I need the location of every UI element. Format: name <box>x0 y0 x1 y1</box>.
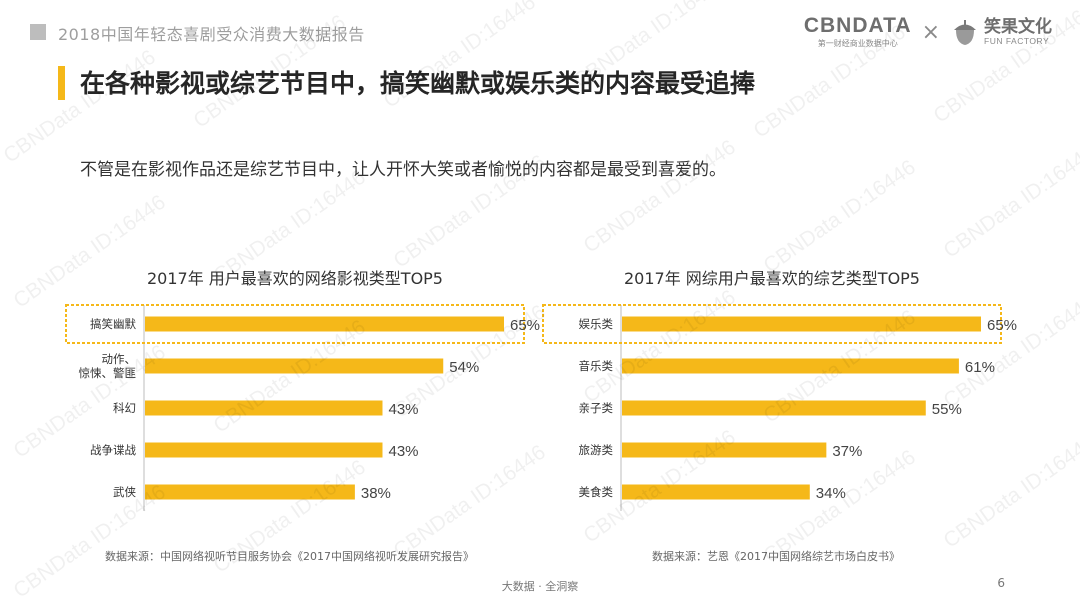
bar <box>622 442 827 458</box>
value-label: 43% <box>388 443 418 460</box>
category-label-line: 亲子类 <box>579 401 614 415</box>
bar <box>145 400 383 416</box>
data-source: 数据来源：中国网络视听节目服务协会《2017中国网络视听发展研究报告》 <box>105 550 474 563</box>
value-label: 65% <box>510 317 540 334</box>
category-label: 亲子类 <box>579 401 614 415</box>
times-sign: × <box>921 19 940 45</box>
bar <box>622 400 926 416</box>
category-label: 搞笑幽默 <box>90 317 136 331</box>
highlight-box <box>542 304 1002 344</box>
value-label: 37% <box>832 443 862 460</box>
category-label-line: 美食类 <box>579 485 614 499</box>
page-number: 6 <box>997 576 1005 590</box>
category-label: 武侠 <box>113 485 136 499</box>
bar-chart-svg: 娱乐类 65% 音乐类 61% 亲子类 55% 旅游类 37% 美食类 34% <box>542 304 1017 511</box>
headline-accent-bar <box>58 66 65 100</box>
value-label: 65% <box>987 317 1017 334</box>
category-label-line: 音乐类 <box>579 359 614 373</box>
bar <box>145 358 444 374</box>
page-subtitle: 不管是在影视作品还是综艺节目中，让人开怀大笑或者愉悦的内容都是最受到喜爱的。 <box>80 160 726 180</box>
category-label: 旅游类 <box>579 443 614 457</box>
category-label: 娱乐类 <box>579 317 614 331</box>
value-label: 61% <box>965 359 995 376</box>
cbndata-logo: CBNDATA 第一财经商业数据中心 <box>804 15 912 49</box>
category-label-line: 战争谍战 <box>90 443 136 457</box>
chart-title: 2017年 用户最喜欢的网络影视类型TOP5 <box>146 269 443 288</box>
value-label: 43% <box>388 401 418 418</box>
category-label-line: 旅游类 <box>579 443 614 457</box>
category-label-line: 搞笑幽默 <box>90 317 136 331</box>
category-label-line: 动作、 <box>102 352 137 366</box>
category-label-line: 武侠 <box>113 485 136 499</box>
brand-logos: CBNDATA 第一财经商业数据中心 × 笑果文化 FUN FACTORY <box>804 12 1052 52</box>
value-label: 34% <box>816 485 846 502</box>
footer-text: 大数据 · 全洞察 <box>501 580 579 593</box>
category-label: 动作、惊悚、警匪 <box>79 352 137 380</box>
value-label: 38% <box>361 485 391 502</box>
data-source: 数据来源：艺恩《2017中国网络综艺市场白皮书》 <box>652 550 900 563</box>
bar-chart-svg: 搞笑幽默 65% 动作、惊悚、警匪 54% 科幻 43% 战争谍战 43% 武侠 38% <box>65 304 540 511</box>
bar <box>145 316 504 332</box>
bar <box>622 358 959 374</box>
category-label: 科幻 <box>113 401 136 415</box>
bar <box>145 484 355 500</box>
value-label: 55% <box>932 401 962 418</box>
fun-factory-logo: 笑果文化 FUN FACTORY <box>950 17 1052 47</box>
bar <box>622 316 981 332</box>
category-label-line: 惊悚、警匪 <box>79 366 137 380</box>
chart-right: 2017年 网综用户最喜欢的综艺类型TOP5 娱乐类 65% 音乐类 61% 亲子类 55… <box>542 262 1017 563</box>
cbndata-logo-name: CBNDATA <box>803 14 912 37</box>
chart-title: 2017年 网综用户最喜欢的综艺类型TOP5 <box>623 269 920 288</box>
category-label: 美食类 <box>579 485 614 499</box>
fun-factory-name: 笑果文化 <box>984 17 1052 37</box>
category-label-line: 科幻 <box>113 401 136 415</box>
watermark-text: CBNData ID:16446 <box>939 140 1080 263</box>
cbndata-logo-sub: 第一财经商业数据中心 <box>817 39 898 48</box>
bar <box>622 484 810 500</box>
category-label-line: 娱乐类 <box>579 317 614 331</box>
value-label: 54% <box>449 359 479 376</box>
category-label: 音乐类 <box>579 359 614 373</box>
highlight-box <box>65 304 525 344</box>
category-label: 战争谍战 <box>90 443 136 457</box>
page-headline: 在各种影视或综艺节目中，搞笑幽默或娱乐类的内容最受追捧 <box>80 69 756 98</box>
header-square <box>30 24 46 40</box>
acorn-icon <box>954 20 976 45</box>
fun-factory-sub: FUN FACTORY <box>984 36 1050 46</box>
report-title: 2018中国年轻态喜剧受众消费大数据报告 <box>58 25 365 44</box>
chart-left: 2017年 用户最喜欢的网络影视类型TOP5 搞笑幽默 65% 动作、惊悚、警匪 54… <box>65 262 540 563</box>
watermark-text: CBNData ID:16446 <box>759 155 920 278</box>
bar <box>145 442 383 458</box>
